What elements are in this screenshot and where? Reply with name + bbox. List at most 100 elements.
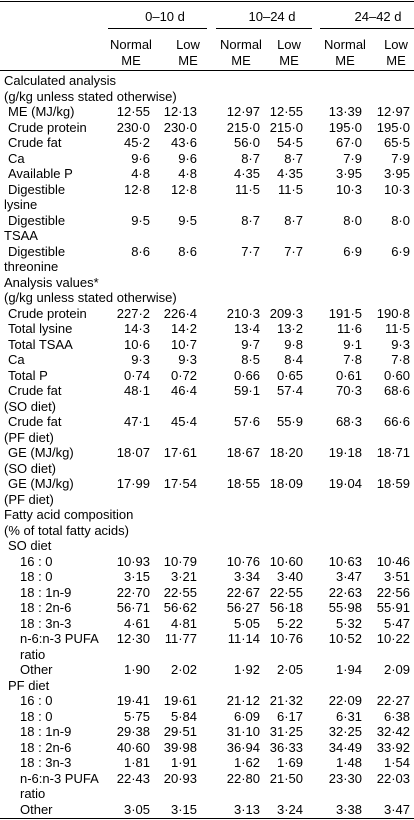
cell: 46·4 bbox=[170, 383, 197, 398]
cell: 195·0 bbox=[328, 119, 362, 135]
cell: 9·5 bbox=[178, 212, 197, 228]
row-label: 16 : 0 bbox=[20, 553, 53, 569]
cell: 3·15 bbox=[170, 801, 197, 817]
cell: 45·4 bbox=[170, 414, 197, 429]
cell: 7·9 bbox=[343, 150, 362, 166]
cell: 34·49 bbox=[328, 739, 362, 755]
row-label: GE (MJ/kg) bbox=[8, 445, 74, 460]
cell: 10·7 bbox=[170, 336, 197, 352]
cell: 4·35 bbox=[276, 166, 303, 181]
cell: 22·55 bbox=[163, 584, 197, 600]
cell: 6·9 bbox=[343, 243, 362, 259]
cell: 210·3 bbox=[226, 305, 260, 321]
cell: 55·91 bbox=[376, 600, 410, 615]
cell: 7·7 bbox=[284, 243, 303, 259]
row-label: n-6:n-3 PUFA bbox=[20, 770, 99, 786]
section-label: Analysis values* bbox=[4, 274, 99, 290]
row-label: ratio bbox=[20, 786, 46, 801]
row-label: ME (MJ/kg) bbox=[8, 104, 75, 119]
section-label: (% of total fatty acids) bbox=[4, 522, 129, 538]
cell: 13·39 bbox=[328, 104, 362, 119]
cell: 54·5 bbox=[276, 135, 303, 150]
row-label: Ca bbox=[8, 150, 25, 166]
cell: 0·65 bbox=[276, 367, 303, 383]
cell: 8·7 bbox=[241, 212, 260, 228]
row-label: lysine bbox=[4, 197, 38, 212]
cell: 12·8 bbox=[123, 181, 150, 197]
cell: 0·60 bbox=[383, 367, 410, 383]
column-header: ME bbox=[386, 53, 406, 68]
column-header: ME bbox=[231, 53, 251, 68]
row-label: (SO diet) bbox=[4, 460, 57, 476]
cell: 67·0 bbox=[335, 135, 362, 150]
cell: 6·31 bbox=[335, 708, 362, 724]
row-label: Digestible bbox=[8, 181, 66, 197]
rule bbox=[320, 28, 414, 29]
cell: 43·6 bbox=[170, 135, 197, 150]
cell: 10·52 bbox=[328, 631, 362, 646]
cell: 11·77 bbox=[164, 631, 197, 646]
cell: 6·9 bbox=[391, 243, 410, 259]
cell: 22·55 bbox=[269, 584, 303, 600]
cell: 21·12 bbox=[226, 693, 260, 708]
row-label: 18 : 2n-6 bbox=[20, 600, 72, 615]
cell: 33·92 bbox=[376, 739, 410, 755]
cell: 10·63 bbox=[328, 553, 362, 569]
cell: 22·43 bbox=[116, 770, 150, 786]
cell: 31·25 bbox=[269, 724, 303, 739]
cell: 3·13 bbox=[233, 801, 260, 817]
cell: 8·4 bbox=[284, 352, 303, 367]
cell: 9·3 bbox=[391, 336, 410, 352]
cell: 18·71 bbox=[376, 445, 410, 460]
cell: 22·27 bbox=[376, 693, 410, 708]
cell: 11·5 bbox=[384, 321, 410, 336]
cell: 22·80 bbox=[226, 770, 260, 786]
cell: 18·59 bbox=[376, 476, 410, 491]
cell: 21·50 bbox=[269, 770, 303, 786]
cell: 11·6 bbox=[336, 321, 362, 336]
cell: 19·18 bbox=[328, 445, 362, 460]
cell: 3·24 bbox=[276, 801, 303, 817]
cell: 2·09 bbox=[383, 662, 410, 677]
cell: 10·79 bbox=[163, 553, 197, 569]
cell: 4·8 bbox=[178, 166, 197, 181]
cell: 22·09 bbox=[328, 693, 362, 708]
cell: 1·90 bbox=[123, 662, 150, 677]
row-label: Ca bbox=[8, 352, 25, 367]
cell: 226·4 bbox=[163, 305, 197, 321]
cell: 17·99 bbox=[116, 476, 150, 491]
cell: 9·6 bbox=[178, 150, 197, 166]
cell: 47·1 bbox=[123, 414, 150, 429]
cell: 1·69 bbox=[276, 755, 303, 770]
cell: 5·47 bbox=[383, 615, 410, 631]
cell: 1·48 bbox=[335, 755, 362, 770]
cell: 32·42 bbox=[376, 724, 410, 739]
cell: 31·10 bbox=[226, 724, 260, 739]
column-group-header: 0–10 d bbox=[145, 9, 185, 24]
row-label: Crude protein bbox=[8, 119, 87, 135]
column-group-header: 24–42 d bbox=[354, 9, 402, 24]
row-label: 16 : 0 bbox=[20, 693, 53, 708]
cell: 10·3 bbox=[335, 181, 362, 197]
cell: 6·09 bbox=[233, 708, 260, 724]
cell: 8·6 bbox=[178, 243, 197, 259]
row-label: Crude fat bbox=[8, 414, 62, 429]
cell: 32·25 bbox=[328, 724, 362, 739]
cell: 1·94 bbox=[335, 662, 362, 677]
cell: 3·95 bbox=[383, 166, 410, 181]
row-label: 18 : 1n-9 bbox=[20, 724, 72, 739]
cell: 45·2 bbox=[123, 135, 150, 150]
cell: 36·94 bbox=[226, 739, 260, 755]
cell: 22·70 bbox=[116, 584, 150, 600]
cell: 7·8 bbox=[391, 352, 410, 367]
cell: 1·92 bbox=[233, 662, 260, 677]
cell: 5·32 bbox=[335, 615, 362, 631]
row-label: Total TSAA bbox=[8, 336, 73, 352]
cell: 230·0 bbox=[116, 119, 150, 135]
cell: 19·61 bbox=[163, 693, 197, 708]
cell: 4·35 bbox=[233, 166, 260, 181]
cell: 19·04 bbox=[328, 476, 362, 491]
cell: 13·4 bbox=[233, 321, 260, 336]
cell: 14·3 bbox=[123, 321, 150, 336]
row-label: Other bbox=[20, 801, 53, 817]
